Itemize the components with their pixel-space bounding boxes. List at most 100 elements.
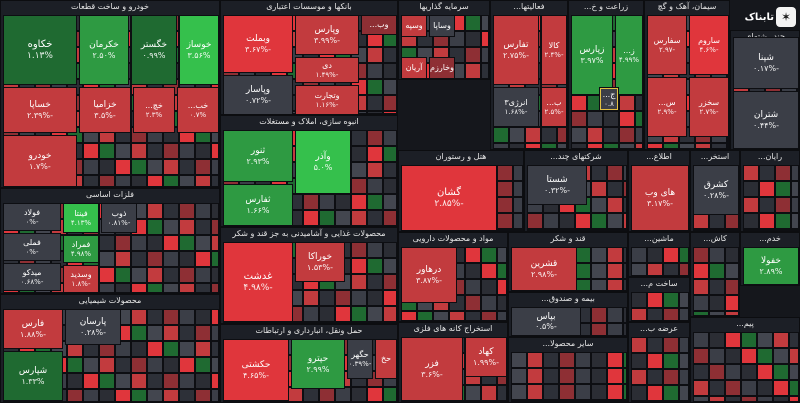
stock-tile-small[interactable]: [67, 357, 83, 373]
stock-tile-small[interactable]: [465, 295, 481, 311]
stock-tile-small[interactable]: [383, 258, 397, 274]
stock-tile[interactable]: کهاد -۱.۹۹%: [465, 337, 507, 377]
stock-tile[interactable]: خودرو -۱.۷%: [3, 135, 77, 187]
stock-tile-small[interactable]: [663, 263, 679, 276]
stock-tile-small[interactable]: [775, 197, 791, 213]
stock-tile-small[interactable]: [367, 387, 383, 402]
stock-tile-small[interactable]: [497, 181, 513, 197]
stock-tile-small[interactable]: [607, 229, 623, 231]
stock-tile-small[interactable]: [367, 130, 383, 146]
stock-tile-small[interactable]: [195, 357, 211, 373]
stock-tile-small[interactable]: [509, 127, 525, 143]
stock-tile-small[interactable]: [603, 111, 619, 127]
stock-tile-small[interactable]: [335, 387, 351, 402]
stock-tile-small[interactable]: [367, 146, 383, 162]
stock-tile-small[interactable]: [663, 143, 679, 149]
stock-tile-small[interactable]: [607, 384, 623, 400]
stock-tile-small[interactable]: [663, 369, 679, 385]
stock-tile-small[interactable]: [635, 127, 643, 143]
stock-tile-small[interactable]: [147, 283, 163, 293]
stock-tile-small[interactable]: [83, 175, 99, 187]
stock-tile-small[interactable]: [543, 213, 559, 229]
stock-tile-small[interactable]: [773, 348, 789, 364]
stock-tile-small[interactable]: [587, 111, 603, 127]
stock-tile-small[interactable]: [543, 229, 559, 231]
stock-tile-small[interactable]: [497, 295, 507, 311]
stock-tile-small[interactable]: [319, 290, 335, 306]
stock-tile[interactable]: ز... ۴.۹۹%: [615, 15, 643, 95]
stock-tile-small[interactable]: [115, 143, 131, 159]
stock-tile-small[interactable]: [367, 242, 383, 258]
stock-tile-small[interactable]: [195, 235, 211, 251]
stock-tile-small[interactable]: [575, 213, 591, 229]
stock-tile-small[interactable]: [511, 368, 527, 384]
stock-tile-small[interactable]: [383, 194, 397, 210]
stock-tile-small[interactable]: [743, 213, 759, 229]
stock-tile-small[interactable]: [351, 274, 367, 290]
stock-tile-small[interactable]: [115, 389, 131, 402]
stock-tile-small[interactable]: [575, 263, 591, 279]
stock-tile-small[interactable]: [115, 159, 131, 175]
stock-tile-small[interactable]: [163, 143, 179, 159]
stock-tile-small[interactable]: [663, 337, 679, 353]
stock-tile-small[interactable]: [351, 130, 367, 146]
stock-tile-small[interactable]: [179, 143, 195, 159]
stock-tile-small[interactable]: [179, 219, 195, 235]
sector-mining[interactable]: کاش...: [690, 232, 740, 317]
stock-tile-small[interactable]: [367, 194, 383, 210]
stock-tile-small[interactable]: [511, 352, 527, 368]
stock-tile-small[interactable]: [631, 337, 647, 353]
stock-tile-small[interactable]: [99, 143, 115, 159]
stock-tile-small[interactable]: [757, 332, 773, 348]
stock-tile-small[interactable]: [131, 143, 147, 159]
stock-tile-small[interactable]: [559, 400, 575, 402]
stock-tile-small[interactable]: [709, 213, 725, 229]
stock-tile[interactable]: وتجارت -۱.۱۶%: [295, 85, 359, 114]
stock-tile-small[interactable]: [619, 143, 635, 149]
stock-tile-small[interactable]: [195, 325, 211, 341]
stock-tile-small[interactable]: [211, 159, 219, 175]
stock-tile-small[interactable]: [195, 203, 211, 219]
stock-tile-small[interactable]: [725, 263, 739, 279]
stock-tile-small[interactable]: [481, 385, 497, 401]
stock-tile-small[interactable]: [319, 210, 335, 226]
stock-tile-small[interactable]: [179, 373, 195, 389]
stock-tile-small[interactable]: [147, 203, 163, 219]
stock-tile-small[interactable]: [99, 283, 115, 293]
stock-tile-small[interactable]: [607, 181, 623, 197]
stock-tile-small[interactable]: [725, 279, 739, 295]
stock-tile-small[interactable]: [131, 159, 147, 175]
stock-tile-small[interactable]: [743, 197, 759, 213]
sector-other[interactable]: سایر محصولا...: [508, 337, 628, 403]
stock-tile-small[interactable]: [741, 364, 757, 380]
stock-tile-small[interactable]: [513, 165, 523, 181]
stock-tile-small[interactable]: [211, 373, 219, 389]
stock-tile-small[interactable]: [623, 323, 627, 336]
stock-tile-small[interactable]: [591, 368, 607, 384]
stock-tile-small[interactable]: [115, 251, 131, 267]
stock-tile-small[interactable]: [635, 111, 643, 127]
stock-tile-small[interactable]: [631, 401, 647, 402]
stock-tile-small[interactable]: [163, 159, 179, 175]
stock-tile-small[interactable]: [211, 251, 219, 267]
stock-tile-small[interactable]: [575, 247, 591, 263]
stock-tile-small[interactable]: [647, 308, 663, 321]
stock-tile-small[interactable]: [367, 258, 383, 274]
stock-tile[interactable]: انرژی۳ -۱.۶۸%: [493, 87, 539, 127]
stock-tile-small[interactable]: [497, 165, 513, 181]
stock-tile-small[interactable]: [99, 235, 115, 251]
stock-tile-small[interactable]: [83, 389, 99, 402]
stock-tile-small[interactable]: [367, 95, 383, 111]
stock-tile-small[interactable]: [759, 213, 775, 229]
stock-tile-small[interactable]: [195, 175, 211, 187]
stock-tile-small[interactable]: [83, 143, 99, 159]
stock-tile-small[interactable]: [559, 213, 575, 229]
stock-tile-small[interactable]: [725, 213, 739, 229]
stock-tile-small[interactable]: [709, 396, 725, 402]
stock-tile-small[interactable]: [367, 322, 383, 323]
stock-tile-small[interactable]: [163, 219, 179, 235]
stock-tile-small[interactable]: [383, 146, 397, 162]
stock-tile-small[interactable]: [757, 396, 773, 402]
stock-tile-small[interactable]: [351, 290, 367, 306]
stock-tile-small[interactable]: [775, 229, 791, 231]
